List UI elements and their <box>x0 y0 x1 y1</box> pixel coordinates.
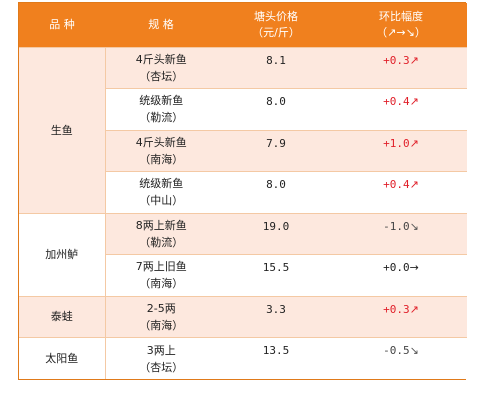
table-row: 统级新鱼 （中山） 8.0 +0.4↗ <box>19 171 467 213</box>
table-body: 生鱼 4斤头新鱼 （杏坛） 8.1 +0.3↗ 统级新鱼 （勒流） 8.0 +0.4↗ 4斤头新鱼… <box>19 46 467 379</box>
table-row: 生鱼 4斤头新鱼 （杏坛） 8.1 +0.3↗ <box>19 46 467 213</box>
price-cell: 8.1 <box>217 46 335 89</box>
change-cell: +0.3↗ <box>335 295 467 338</box>
table-row: 4斤头新鱼 （南海） 7.9 +1.0↗ <box>19 129 467 172</box>
change-value: +1.0 <box>383 136 410 150</box>
spec-cell: 4斤头新鱼 （杏坛） <box>105 46 217 89</box>
change-value: +0.4 <box>383 178 410 191</box>
trend-down-icon: ↘ <box>409 344 419 357</box>
price-cell: 3.3 <box>217 295 335 338</box>
header-change: 环比幅度 （↗→↘） <box>335 3 467 47</box>
change-value: +0.0 <box>383 261 410 274</box>
spec-area: （勒流） <box>139 235 184 249</box>
trend-up-icon: ↗ <box>409 302 419 316</box>
spec-area: （南海） <box>139 318 184 332</box>
table-row: 太阳鱼 3两上 （杏坛） 13.5 -0.5↘ <box>19 337 467 379</box>
trend-up-icon: ↗ <box>409 178 419 191</box>
trend-down-icon: ↘ <box>409 219 419 233</box>
spec-name: 统级新鱼 <box>139 94 184 108</box>
price-cell: 7.9 <box>217 129 335 172</box>
change-cell: +0.3↗ <box>335 46 467 89</box>
spec-cell: 3两上 （杏坛） <box>105 337 217 379</box>
header-kind: 品 种 <box>19 3 105 47</box>
spec-cell: 2-5两 （南海） <box>105 295 217 338</box>
price-cell: 19.0 <box>217 212 335 255</box>
price-cell: 15.5 <box>217 254 335 296</box>
table-row: 泰蛙 2-5两 （南海） 3.3 +0.3↗ <box>19 295 467 338</box>
change-value: +0.3 <box>383 53 410 67</box>
header-price-title: 塘头价格 <box>254 9 298 23</box>
table-header-row: 品 种 规 格 塘头价格 （元/斤） 环比幅度 （↗→↘） <box>19 3 467 47</box>
change-cell: +1.0↗ <box>335 129 467 172</box>
change-value: +0.4 <box>383 95 410 108</box>
kind-cell: 太阳鱼 <box>19 337 106 379</box>
trend-flat-icon: → <box>409 261 419 274</box>
change-value: -0.5 <box>383 344 410 357</box>
header-spec: 规 格 <box>105 3 217 47</box>
header-price-unit: （元/斤） <box>252 25 300 39</box>
header-change-title: 环比幅度 <box>379 9 423 23</box>
kind-cell: 生鱼 <box>19 46 106 213</box>
price-cell: 13.5 <box>217 337 335 379</box>
trend-up-icon: ↗ <box>409 95 419 108</box>
spec-name: 4斤头新鱼 <box>135 135 187 149</box>
price-table: 品 种 规 格 塘头价格 （元/斤） 环比幅度 （↗→↘） 生鱼 4斤头新鱼 （杏坛… <box>19 3 467 379</box>
header-price: 塘头价格 （元/斤） <box>217 3 335 47</box>
table-row: 统级新鱼 （勒流） 8.0 +0.4↗ <box>19 88 467 130</box>
change-cell: +0.4↗ <box>335 88 467 130</box>
price-table-container: 品 种 规 格 塘头价格 （元/斤） 环比幅度 （↗→↘） 生鱼 4斤头新鱼 （杏坛… <box>18 2 467 380</box>
spec-cell: 统级新鱼 （中山） <box>105 171 217 213</box>
spec-area: （南海） <box>139 277 184 291</box>
change-cell: -1.0↘ <box>335 212 467 255</box>
change-cell: +0.4↗ <box>335 171 467 213</box>
spec-name: 2-5两 <box>146 301 176 315</box>
header-change-legend: （↗→↘） <box>376 25 426 39</box>
price-cell: 8.0 <box>217 88 335 130</box>
spec-area: （南海） <box>139 152 184 166</box>
kind-cell: 加州鲈 <box>19 212 106 296</box>
kind-cell: 泰蛙 <box>19 295 106 338</box>
change-cell: +0.0→ <box>335 254 467 296</box>
spec-area: （勒流） <box>139 111 184 125</box>
spec-name: 7两上旧鱼 <box>135 260 187 274</box>
trend-up-icon: ↗ <box>409 136 419 150</box>
spec-name: 4斤头新鱼 <box>135 52 187 66</box>
change-value: -1.0 <box>383 219 410 233</box>
trend-up-icon: ↗ <box>409 53 419 67</box>
spec-name: 8两上新鱼 <box>135 218 187 232</box>
spec-cell: 8两上新鱼 （勒流） <box>105 212 217 255</box>
spec-area: （中山） <box>139 194 184 208</box>
price-cell: 8.0 <box>217 171 335 213</box>
spec-area: （杏坛） <box>139 69 184 83</box>
change-cell: -0.5↘ <box>335 337 467 379</box>
spec-name: 统级新鱼 <box>139 177 184 191</box>
change-value: +0.3 <box>383 302 410 316</box>
spec-name: 3两上 <box>146 343 176 357</box>
spec-cell: 7两上旧鱼 （南海） <box>105 254 217 296</box>
table-row: 加州鲈 8两上新鱼 （勒流） 19.0 -1.0↘ <box>19 212 467 296</box>
table-row: 7两上旧鱼 （南海） 15.5 +0.0→ <box>19 254 467 296</box>
spec-area: （杏坛） <box>139 360 184 374</box>
spec-cell: 统级新鱼 （勒流） <box>105 88 217 130</box>
spec-cell: 4斤头新鱼 （南海） <box>105 129 217 172</box>
